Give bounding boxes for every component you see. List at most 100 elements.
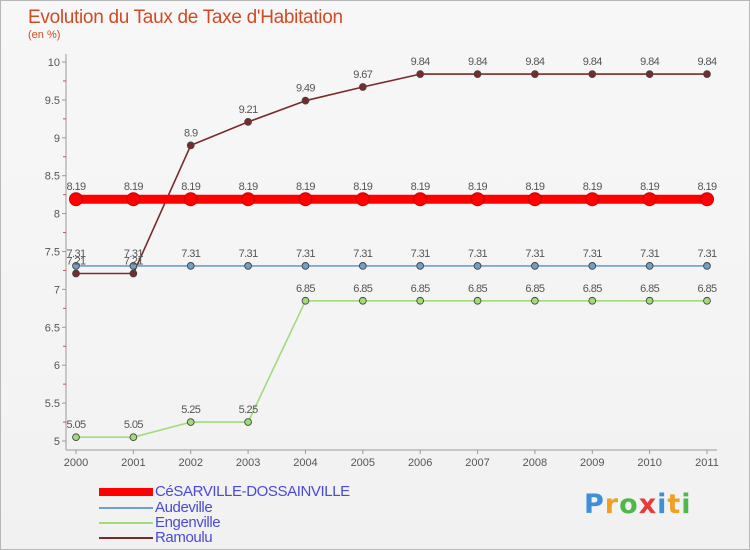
- proxiti-logo: Proxiti: [584, 489, 692, 520]
- data-point: [527, 192, 542, 207]
- data-label: 9.84: [583, 56, 602, 68]
- chart-series: [69, 70, 714, 442]
- data-point: [703, 296, 711, 305]
- data-point: [531, 296, 539, 305]
- x-tick-label: 2010: [637, 457, 661, 469]
- x-tick-label: 2003: [236, 457, 260, 469]
- data-label: 7.31: [296, 248, 315, 260]
- x-tick-label: 2006: [408, 457, 432, 469]
- data-label: 7.31: [583, 248, 602, 260]
- data-label: 7.31: [181, 248, 200, 260]
- series-line-engenville: [75, 299, 708, 439]
- legend-swatch-audeville: [99, 507, 153, 509]
- chart-axes: 5 5.5 6 6.5 7 7.5 8 8.5 9 9.5 10 2000 2001 2002 2003 20…: [45, 54, 719, 469]
- data-label: 9.67: [353, 69, 372, 81]
- data-point: [72, 262, 80, 270]
- data-label: 6.85: [411, 283, 430, 295]
- data-point: [129, 262, 138, 270]
- data-point: [244, 262, 252, 270]
- data-label: 5.25: [181, 404, 200, 416]
- x-tick-label: 2009: [580, 457, 604, 469]
- data-label: 9.84: [525, 56, 544, 68]
- data-label: 7.31: [525, 248, 544, 260]
- data-label: 7.21: [124, 255, 143, 267]
- series-line-ramoulu: [75, 73, 708, 275]
- data-label: 9.84: [697, 56, 716, 68]
- y-tick-label: 5: [54, 436, 60, 448]
- data-label: 6.85: [697, 283, 716, 295]
- y-tick-label: 8.5: [45, 171, 60, 183]
- data-label: 8.9: [184, 127, 198, 139]
- data-point: [358, 262, 367, 270]
- data-point: [588, 70, 597, 78]
- legend-label-engenville: Engenville: [155, 514, 221, 531]
- logo-letter: r: [604, 489, 620, 520]
- data-label: 8.19: [525, 181, 544, 193]
- data-label: 7.31: [697, 248, 716, 260]
- data-label: 7.31: [411, 248, 430, 260]
- data-point: [416, 70, 425, 78]
- data-label: 5.25: [239, 404, 258, 416]
- data-point: [585, 192, 600, 207]
- data-label: 7.31: [239, 248, 258, 260]
- data-point: [129, 433, 138, 442]
- data-point: [642, 192, 657, 207]
- legend-swatch-ramoulu: [99, 537, 153, 539]
- data-label: 6.85: [468, 283, 487, 295]
- data-point: [183, 192, 198, 207]
- data-point: [416, 296, 425, 305]
- data-point: [126, 192, 141, 207]
- data-point: [588, 296, 597, 305]
- data-point: [186, 141, 195, 150]
- legend-swatch-engenville: [99, 522, 153, 524]
- data-point: [703, 262, 711, 270]
- data-point: [241, 192, 256, 207]
- data-point: [531, 262, 539, 270]
- data-label: 6.85: [296, 283, 315, 295]
- data-label: 7.21: [66, 255, 85, 267]
- data-point: [531, 70, 539, 78]
- data-label: 6.85: [583, 283, 602, 295]
- x-tick-label: 2007: [465, 457, 489, 469]
- data-point: [416, 262, 425, 270]
- data-point: [298, 192, 313, 207]
- data-label: 7.31: [353, 248, 372, 260]
- data-point: [244, 418, 252, 426]
- y-tick-label: 10: [48, 57, 60, 69]
- data-point: [645, 70, 654, 78]
- logo-letter: P: [584, 489, 605, 520]
- y-tick-label: 7: [54, 284, 60, 296]
- data-point: [72, 269, 80, 278]
- data-point: [358, 83, 367, 91]
- y-tick-label: 9: [54, 133, 60, 145]
- data-point: [645, 296, 654, 305]
- data-point: [470, 192, 485, 207]
- x-tick-label: 2005: [351, 457, 375, 469]
- data-label: 6.85: [353, 283, 372, 295]
- logo-letter: i: [681, 489, 692, 520]
- data-label: 7.31: [640, 248, 659, 260]
- chart-unit-label: (en %): [28, 29, 61, 41]
- data-point: [186, 262, 195, 270]
- data-label: 8.19: [468, 181, 487, 193]
- y-tick-label: 5.5: [45, 398, 60, 410]
- data-point: [186, 418, 195, 426]
- legend-label-ramoulu: Ramoulu: [155, 529, 213, 546]
- x-tick-label: 2001: [121, 457, 145, 469]
- data-point: [358, 296, 367, 305]
- chart-data-labels: 8.19 8.19 8.19 8.19 8.19 8.19 8.19 8.19 8.19 8.19…: [66, 56, 717, 431]
- data-point: [301, 262, 310, 270]
- data-point: [473, 262, 482, 270]
- data-point: [645, 262, 654, 270]
- y-tick-label: 6: [54, 360, 60, 372]
- data-label: 6.85: [525, 283, 544, 295]
- data-label: 8.19: [697, 181, 716, 193]
- data-label: 7.31: [66, 248, 85, 260]
- data-label: 9.84: [640, 56, 659, 68]
- logo-letter: o: [619, 489, 639, 520]
- data-label: 8.19: [296, 181, 315, 193]
- data-label: 8.19: [181, 181, 200, 193]
- data-point: [473, 70, 482, 78]
